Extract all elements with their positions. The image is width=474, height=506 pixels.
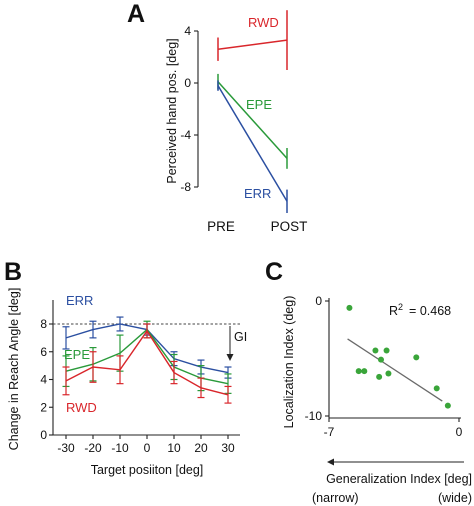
panel-c-scatter-point	[444, 402, 451, 409]
panel-c-scatter-point	[376, 373, 383, 380]
panel-b-x-label: Target posiiton [deg]	[91, 463, 204, 477]
panel-b-series-label-err: ERR	[66, 293, 93, 308]
panel-a-line-epe	[217, 81, 288, 159]
panel-a-x-tick-pre: PRE	[207, 219, 235, 234]
panel-b-x-tick-label: 20	[194, 441, 208, 455]
panel-c-scatter-point	[413, 354, 420, 361]
panel-letter-a: A	[127, 0, 145, 28]
panel-c-x-tick-label: 0	[456, 425, 463, 439]
panel-c-scatter-point	[433, 385, 440, 392]
panel-c-x-tick-label: -7	[324, 425, 335, 439]
panel-c-regression-line	[347, 338, 443, 402]
panel-a-chart: 4 0 -4 -8 RWD EPE ERR Perceived hand pos. [de…	[165, 10, 307, 234]
panel-a-y-tick-label: 0	[184, 76, 191, 90]
panel-a-series-label-err: ERR	[244, 186, 271, 201]
panel-b-y-tick-label: 0	[40, 428, 47, 442]
panel-b-x-tick-label: 0	[144, 441, 151, 455]
panel-c-note-narrow: (narrow)	[312, 491, 359, 505]
panel-b-x-tick-label: -20	[84, 441, 102, 455]
panel-c-scatter-point	[372, 347, 379, 354]
panel-c-x-label: Generalization Index [deg]	[326, 472, 472, 486]
panel-letter-b: B	[4, 258, 22, 286]
panel-b-series-label-epe: EPE	[64, 347, 90, 362]
panel-b-x-tick-label: 10	[167, 441, 181, 455]
panel-c-scatter-point	[383, 347, 390, 354]
panel-c-y-label: Localization Index (deg)	[282, 296, 296, 429]
panel-a-line-rwd	[217, 39, 288, 50]
panel-a-y-label: Perceived hand pos. [deg]	[165, 38, 179, 183]
panel-b-y-tick-label: 2	[40, 400, 47, 414]
panel-b-x-tick-label: -30	[57, 441, 75, 455]
panel-a-x-tick-post: POST	[271, 219, 308, 234]
panel-b-gi-label: GI	[234, 330, 247, 344]
panel-b-series-label-rwd: RWD	[66, 400, 97, 415]
panel-c-y-tick-label: -10	[305, 409, 323, 423]
panel-a-y-tick-label: -4	[180, 128, 191, 142]
panel-letter-c: C	[265, 258, 283, 286]
panel-b-y-tick-label: 4	[40, 373, 47, 387]
panel-c-scatter-point	[346, 304, 353, 311]
panel-c-scatter-point	[361, 368, 368, 375]
panel-a-y-tick-label: -8	[180, 180, 191, 194]
panel-b-x-tick-label: -10	[111, 441, 129, 455]
panel-a-series-label-epe: EPE	[246, 97, 272, 112]
panel-b-x-tick-label: 30	[221, 441, 235, 455]
panel-c-chart: -7 0 0 -10 R2 = 0.468 Localization Index (de…	[282, 294, 472, 505]
panel-b-y-label: Change in Reach Angle [deg]	[7, 288, 21, 451]
panel-c-y-tick-label: 0	[315, 294, 322, 308]
panel-b-y-tick-label: 8	[40, 317, 47, 331]
panel-c-scatter-point	[385, 370, 392, 377]
panel-a-series-label-rwd: RWD	[248, 15, 279, 30]
panel-c-note-wide: (wide)	[438, 491, 472, 505]
panel-a-y-tick-label: 4	[184, 24, 191, 38]
panel-b-y-tick-label: 6	[40, 345, 47, 359]
panel-c-scatter-point	[378, 356, 384, 363]
panel-a-line-err	[217, 85, 288, 202]
panel-b-line-rwd	[65, 329, 229, 396]
panel-c-r2-label: R2 = 0.468	[389, 302, 451, 318]
panel-c-scatter-point	[355, 368, 362, 375]
